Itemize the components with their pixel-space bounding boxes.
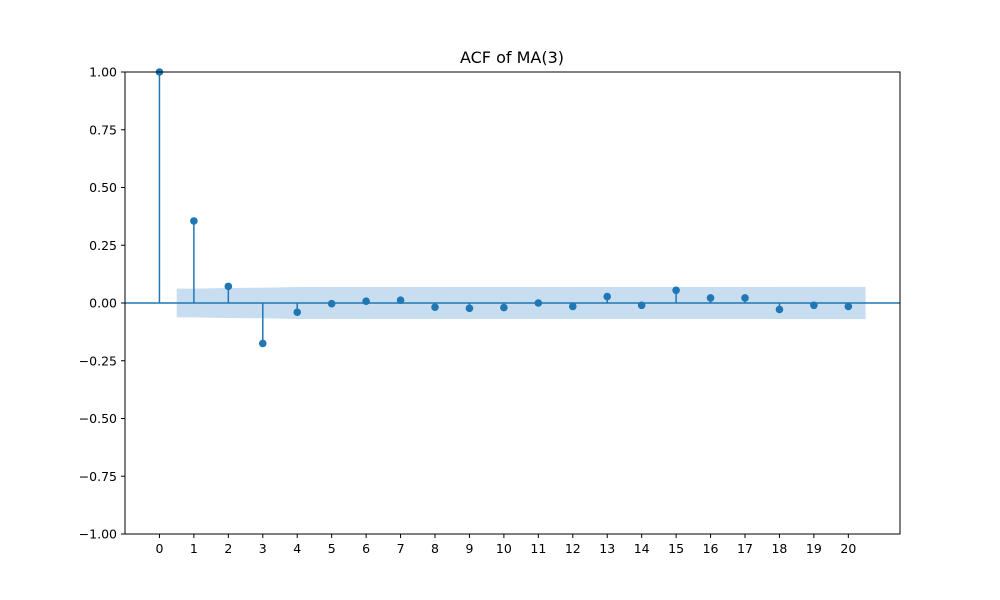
acf-point-lag-1 [190,217,198,303]
acf-point-lag-4 [293,303,302,317]
x-tick-label: 5 [328,541,336,556]
x-tick-label: 4 [293,541,301,556]
x-tick-label: 18 [771,541,787,556]
x-tick-label: 11 [530,541,546,556]
acf-point-lag-2 [224,282,233,303]
acf-point-lag-3 [258,303,267,348]
acf-marker [465,304,474,313]
y-tick-label: 0.50 [89,180,117,195]
x-tick-label: 20 [840,541,856,556]
acf-point-lag-16 [706,294,715,303]
stem-layer [155,68,853,348]
acf-point-lag-8 [431,303,439,311]
x-tick-label: 12 [565,541,581,556]
acf-point-lag-0 [155,68,164,303]
acf-point-lag-5 [327,299,336,308]
acf-marker [775,305,784,314]
acf-point-lag-10 [500,303,508,312]
acf-point-lag-13 [603,292,612,303]
y-tick-label: −0.50 [79,411,117,426]
acf-marker [258,339,267,348]
acf-marker [637,301,646,310]
acf-point-lag-17 [741,294,749,303]
y-tick-label: 0.75 [89,122,117,137]
y-tick-label: −0.75 [79,469,117,484]
x-tick-label: 8 [431,541,439,556]
acf-marker [431,303,439,311]
x-tick-label: 19 [806,541,822,556]
acf-point-lag-9 [465,303,474,313]
acf-marker [534,299,543,307]
acf-marker [844,302,853,311]
acf-marker [741,294,749,302]
x-tick-label: 6 [362,541,370,556]
x-tick-label: 7 [397,541,405,556]
acf-marker [327,299,336,308]
acf-marker [706,294,715,302]
y-tick-label: −0.25 [79,353,117,368]
x-tick-label: 10 [496,541,512,556]
x-tick-label: 3 [259,541,267,556]
x-tick-label: 2 [224,541,232,556]
acf-point-lag-20 [844,302,853,311]
x-tick-label: 14 [634,541,650,556]
x-tick-label: 17 [737,541,753,556]
acf-marker [568,302,577,311]
acf-marker [500,303,508,312]
x-tick-label: 13 [599,541,615,556]
acf-point-lag-18 [775,303,784,314]
y-tick-label: 0.25 [89,238,117,253]
x-tick-label: 16 [703,541,719,556]
x-tick-label: 15 [668,541,684,556]
acf-point-lag-15 [672,286,680,303]
acf-point-lag-12 [568,302,577,311]
acf-marker [362,297,370,305]
acf-point-lag-14 [637,301,646,310]
chart-title: ACF of MA(3) [460,48,564,67]
acf-marker [293,308,302,317]
acf-point-lag-6 [362,297,370,305]
y-tick-label: 1.00 [89,65,117,80]
acf-marker [396,296,405,305]
y-tick-label: 0.00 [89,296,117,311]
acf-marker [810,301,818,310]
acf-point-lag-7 [396,296,405,305]
acf-marker [190,217,198,225]
x-tick-label: 9 [465,541,473,556]
acf-point-lag-19 [810,301,818,310]
x-tick-label: 0 [155,541,163,556]
x-tick-label: 1 [190,541,198,556]
y-tick-label: −1.00 [79,527,117,542]
acf-marker [603,292,612,301]
axis-layer: −1.00 −0.75 −0.50 −0.25 0.00 0.25 0.50 0.75 1.00… [79,65,901,556]
acf-point-lag-11 [534,299,543,307]
acf-marker [672,286,680,295]
acf-marker [224,282,233,291]
